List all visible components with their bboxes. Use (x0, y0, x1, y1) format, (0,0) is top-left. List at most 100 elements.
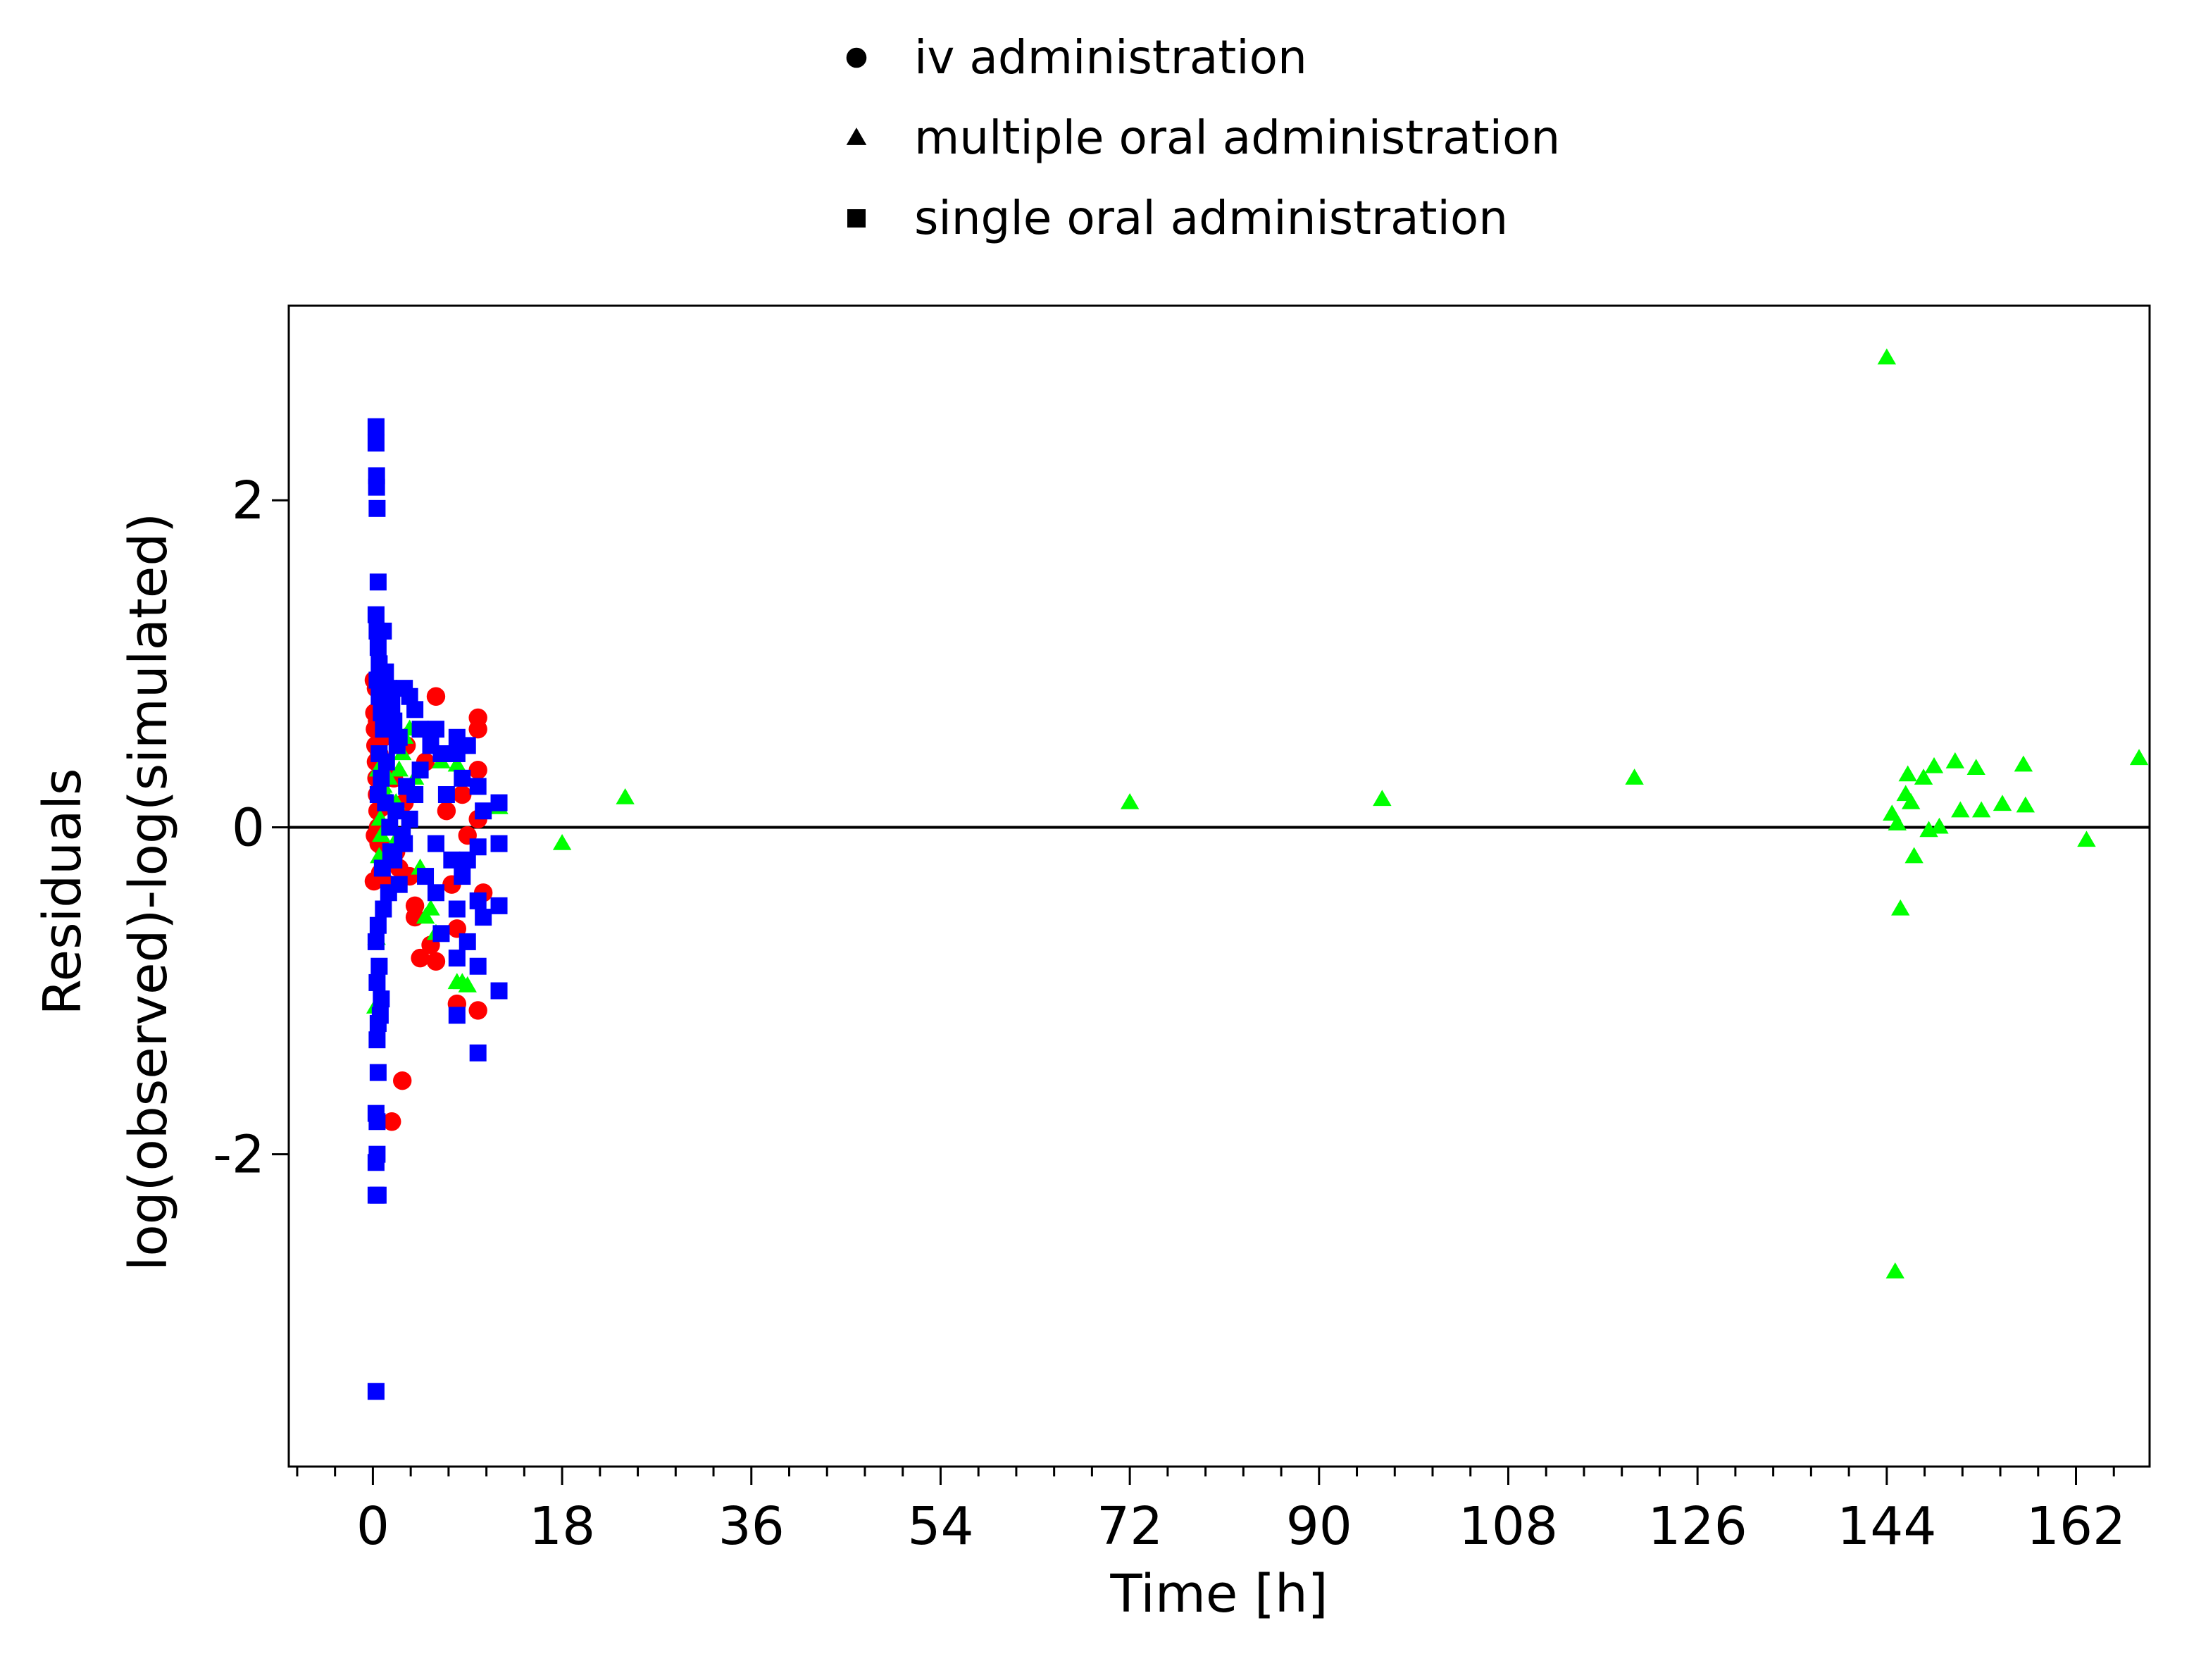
data-point (1877, 348, 1897, 365)
x-tick-label: 72 (1097, 1496, 1163, 1557)
legend: iv administration multiple oral administr… (846, 30, 1560, 245)
legend-marker-square (847, 209, 866, 228)
plot-frame (287, 304, 2151, 1468)
data-point (367, 434, 385, 452)
data-point (373, 859, 391, 877)
data-point (437, 786, 455, 804)
series-square (367, 418, 508, 1400)
data-point (552, 833, 572, 850)
data-point (458, 976, 477, 993)
x-axis-title: Time [h] (1109, 1564, 1328, 1624)
data-point (367, 606, 385, 623)
data-point (411, 761, 429, 779)
y-axis-title-line-2: log(observed)-log(simulated) (118, 513, 179, 1271)
data-point (468, 1001, 487, 1020)
data-point (426, 687, 446, 706)
data-point (375, 900, 392, 918)
data-point (459, 933, 476, 950)
data-point (427, 884, 444, 902)
data-point (382, 843, 399, 861)
data-point (1120, 792, 1140, 809)
data-point (405, 896, 425, 916)
y-tick-label: -2 (213, 1125, 265, 1186)
data-point (437, 802, 456, 821)
legend-marker-triangle (846, 127, 867, 145)
data-point (453, 785, 472, 804)
data-point (369, 1186, 387, 1204)
data-point (411, 721, 429, 738)
data-point (469, 838, 487, 856)
data-point (1373, 790, 1392, 807)
x-tick-label: 162 (2026, 1496, 2126, 1557)
x-tick-label: 126 (1648, 1496, 1747, 1557)
legend-label: multiple oral administration (914, 111, 1560, 165)
data-point (475, 802, 492, 820)
data-point (421, 899, 440, 916)
data-point (394, 827, 411, 845)
data-point (368, 499, 386, 517)
data-point (1901, 792, 1921, 809)
legend-label: iv administration (914, 30, 1307, 85)
data-point (375, 622, 392, 640)
y-tick-label: 2 (232, 471, 265, 531)
data-point (427, 721, 444, 738)
y-axis: -2 0 2 (213, 471, 289, 1186)
data-point (387, 802, 405, 820)
data-point (448, 1007, 466, 1024)
data-point (432, 925, 450, 942)
data-point (2016, 796, 2035, 813)
data-point (2077, 830, 2096, 847)
x-tick-label: 36 (718, 1496, 785, 1557)
x-tick-label: 18 (529, 1496, 595, 1557)
data-point (368, 1031, 386, 1049)
data-point (385, 712, 403, 730)
data-point (1945, 752, 1965, 769)
y-axis-title-line-1: Residuals (32, 768, 93, 1015)
data-point (368, 1145, 386, 1163)
data-point (1898, 765, 1917, 782)
data-point (383, 696, 401, 714)
data-point (475, 909, 492, 926)
series-triangle (366, 348, 2149, 1278)
x-tick-label: 54 (907, 1496, 973, 1557)
data-point (432, 745, 450, 762)
data-point (373, 990, 390, 1008)
data-point (1924, 757, 1944, 773)
y-tick-label: 0 (232, 797, 265, 858)
data-point (459, 737, 476, 754)
data-point (616, 788, 635, 804)
data-point (369, 1064, 387, 1081)
x-tick-label: 90 (1286, 1496, 1352, 1557)
x-axis: 0 18 36 54 72 90 108 126 144 162 (296, 1467, 2126, 1557)
data-point (371, 1007, 389, 1024)
data-point (1891, 899, 1910, 916)
data-point (373, 769, 390, 787)
data-points (364, 348, 2149, 1400)
data-point (426, 952, 446, 971)
x-tick-label: 144 (1837, 1496, 1936, 1557)
data-point (367, 1105, 385, 1122)
data-point (2014, 755, 2033, 772)
data-point (469, 778, 487, 795)
data-point (411, 948, 430, 968)
data-point (368, 973, 386, 991)
data-point (1930, 817, 1949, 834)
data-point (389, 760, 409, 777)
data-point (367, 418, 385, 435)
data-point (490, 794, 508, 811)
data-point (427, 835, 444, 852)
data-point (417, 868, 435, 885)
data-point (1966, 759, 1985, 775)
data-point (367, 933, 385, 950)
data-point (447, 755, 467, 772)
data-point (416, 907, 435, 924)
data-point (468, 761, 487, 780)
data-point (1885, 1262, 1904, 1278)
data-point (398, 778, 416, 795)
data-point (369, 916, 387, 934)
data-point (393, 1071, 412, 1090)
data-point (490, 897, 508, 914)
data-point (380, 680, 397, 697)
legend-label: single oral administration (914, 191, 1508, 245)
data-point (1914, 769, 1933, 785)
